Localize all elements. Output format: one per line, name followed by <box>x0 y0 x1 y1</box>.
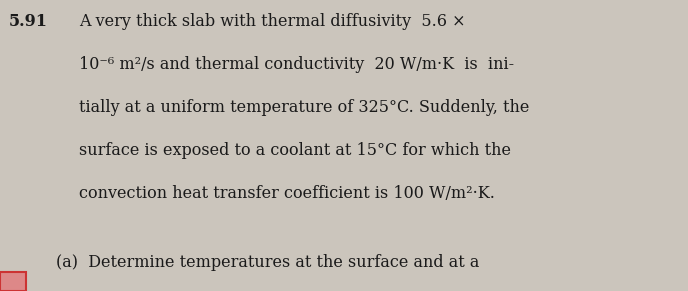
Text: A very thick slab with thermal diffusivity  5.6 ×: A very thick slab with thermal diffusivi… <box>79 13 466 30</box>
Text: surface is exposed to a coolant at 15°C for which the: surface is exposed to a coolant at 15°C … <box>79 142 511 159</box>
Bar <box>0 272 26 291</box>
Text: (a)  Determine temperatures at the surface and at a: (a) Determine temperatures at the surfac… <box>56 254 480 271</box>
Text: 10⁻⁶ m²/s and thermal conductivity  20 W/m·K  is  ini-: 10⁻⁶ m²/s and thermal conductivity 20 W/… <box>79 56 514 73</box>
Text: tially at a uniform temperature of 325°C. Suddenly, the: tially at a uniform temperature of 325°C… <box>79 99 530 116</box>
Text: convection heat transfer coefficient is 100 W/m²·K.: convection heat transfer coefficient is … <box>79 185 495 202</box>
Text: 5.91: 5.91 <box>8 13 47 30</box>
